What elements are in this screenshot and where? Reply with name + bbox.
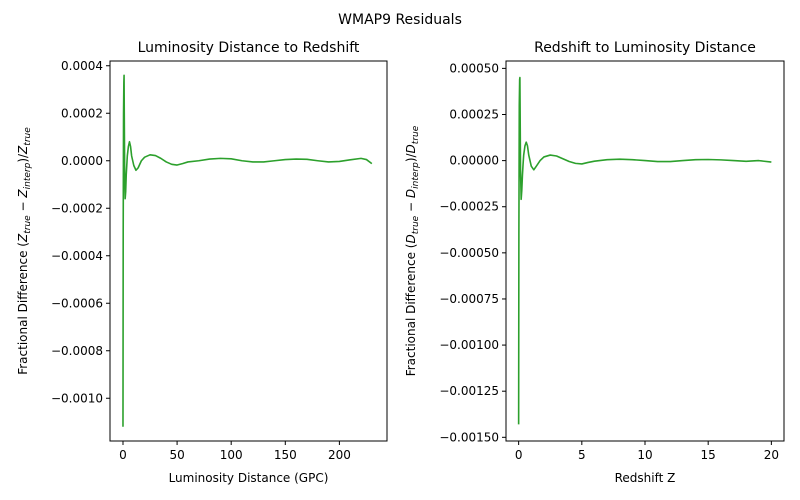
y-tick-label: −0.00100 — [439, 338, 499, 352]
y-label-base: Fractional Difference — [404, 248, 418, 376]
y-tick-label: −0.00150 — [439, 430, 499, 444]
y-label-subscript: true — [23, 215, 33, 234]
y-label-symbol: D — [404, 144, 418, 153]
subplot-luminosity-to-redshift: Luminosity Distance to Redshift Luminosi… — [16, 40, 388, 485]
figure-suptitle: WMAP9 Residuals — [338, 12, 462, 28]
y-label-subscript: interp — [23, 162, 33, 189]
x-ticks: 0 5 10 15 20 — [515, 441, 779, 462]
y-ticks: −0.0010 −0.0008 −0.0006 −0.0004 −0.0002 0.000… — [51, 59, 110, 405]
x-tick-label: 50 — [169, 448, 184, 462]
y-tick-label: 0.0004 — [61, 59, 103, 73]
residual-line — [517, 76, 772, 425]
y-tick-label: 0.0000 — [61, 154, 103, 168]
y-tick-label: −0.0002 — [51, 201, 103, 215]
y-tick-label: −0.0006 — [51, 296, 103, 310]
y-tick-label: −0.0008 — [51, 344, 103, 358]
y-tick-label: 0.00025 — [449, 107, 499, 121]
series-line — [122, 74, 373, 427]
y-tick-label: −0.00050 — [439, 246, 499, 260]
y-tick-label: 0.0002 — [61, 106, 103, 120]
y-tick-label: −0.00125 — [439, 384, 499, 398]
y-label-open: ( — [16, 242, 30, 247]
y-label-subscript: true — [411, 215, 421, 234]
x-ticks: 0 50 100 150 200 — [119, 441, 351, 462]
series-line — [517, 76, 772, 425]
x-tick-label: 5 — [578, 448, 586, 462]
y-axis-label: Fractional Difference (Ztrue − Zinterp)/… — [16, 127, 33, 375]
y-tick-label: −0.00075 — [439, 292, 499, 306]
x-tick-label: 150 — [274, 448, 297, 462]
y-label-base: Fractional Difference — [16, 247, 30, 375]
x-axis-label: Luminosity Distance (GPC) — [169, 471, 329, 485]
y-tick-label: 0.00000 — [449, 154, 499, 168]
y-label-symbol: Z — [16, 189, 30, 199]
y-label-open: ( — [404, 244, 418, 249]
plot-frame — [109, 60, 388, 442]
x-tick-label: 0 — [119, 448, 127, 462]
x-tick-label: 10 — [637, 448, 652, 462]
x-tick-label: 0 — [515, 448, 523, 462]
subplot-title: Luminosity Distance to Redshift — [138, 40, 360, 56]
subplot-redshift-to-luminosity: Redshift to Luminosity Distance Redshift… — [404, 40, 785, 485]
y-tick-label: −0.00025 — [439, 200, 499, 214]
y-tick-label: −0.0004 — [51, 249, 103, 263]
y-ticks: −0.00150 −0.00125 −0.00100 −0.00075 −0.00050… — [439, 61, 506, 444]
y-label-minus: − — [404, 198, 418, 216]
y-label-symbol: Z — [16, 145, 30, 155]
residual-line — [122, 74, 373, 427]
y-label-symbol: Z — [16, 233, 30, 243]
x-tick-label: 20 — [764, 448, 779, 462]
plot-frame — [505, 60, 785, 442]
y-label-minus: − — [16, 198, 30, 216]
y-axis-label: Fractional Difference (Dtrue − Dinterp)/… — [404, 125, 421, 376]
y-tick-label: −0.0010 — [51, 391, 103, 405]
x-tick-label: 100 — [220, 448, 243, 462]
subplot-title: Redshift to Luminosity Distance — [534, 40, 756, 56]
x-axis-label: Redshift Z — [615, 471, 676, 485]
x-tick-label: 15 — [701, 448, 716, 462]
y-label-close: )/ — [16, 153, 30, 163]
y-label-symbol: D — [404, 234, 418, 243]
y-label-subscript: true — [411, 125, 421, 144]
y-label-subscript: interp — [411, 162, 421, 189]
x-tick-label: 200 — [328, 448, 351, 462]
y-tick-label: 0.00050 — [449, 61, 499, 75]
y-label-subscript: true — [23, 127, 33, 146]
y-label-symbol: D — [404, 189, 418, 198]
y-label-close: )/ — [404, 152, 418, 162]
